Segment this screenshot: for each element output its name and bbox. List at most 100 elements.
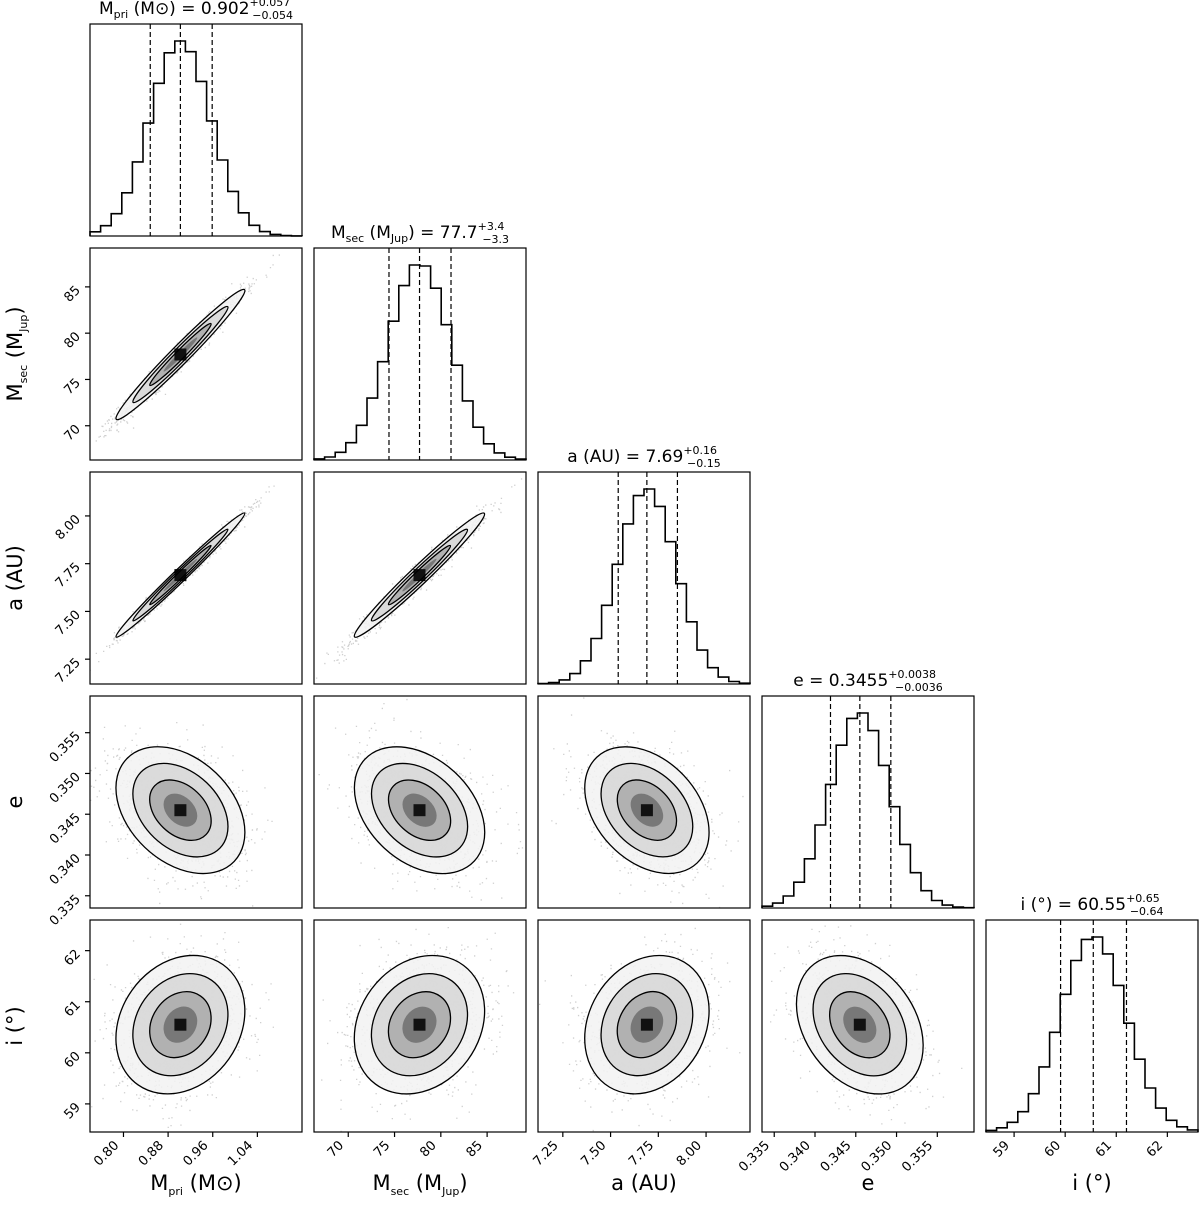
panel-content-4-0 <box>91 923 274 1128</box>
x-axis-label-mpri-part: (M⊙) <box>183 1171 242 1195</box>
y-tick-label-msec-2: 80 <box>62 329 84 351</box>
y-axis-label-a-part: a (AU) <box>3 545 27 611</box>
panel-title-mpri-part: +0.057 <box>250 0 291 9</box>
scatter-panel-a-e <box>537 695 751 909</box>
contour-0-msec-i <box>353 954 486 1095</box>
scatter-panel-mpri-msec <box>89 247 303 461</box>
contour-0-mpri-msec <box>115 288 246 421</box>
panel-title-msec-part: M <box>331 223 346 243</box>
y-axis-i: 59 60 61 62 i (°) <box>3 947 90 1122</box>
density-peak-msec-i <box>413 1018 426 1031</box>
x-tick-label-i-1: 60 <box>1042 1138 1064 1160</box>
axes-frame-msec-msec <box>313 247 527 461</box>
y-axis-label-i: i (°) <box>3 1006 27 1045</box>
contour-1-a-i <box>600 972 694 1077</box>
axes-frame-msec-a <box>313 471 527 685</box>
contour-2-mpri-msec <box>149 322 212 387</box>
x-axis-label-msec-part: ) <box>459 1171 467 1195</box>
hist-panel-a: a (AU) = 7.69+0.16 −0.15 <box>537 444 751 685</box>
contour-0-mpri-i <box>115 954 246 1095</box>
x-tick-label-a-3: 8.00 <box>674 1138 705 1169</box>
x-axis-label-mpri-part: pri <box>168 1185 183 1198</box>
panel-title-a: a (AU) = 7.69+0.16 −0.15 <box>567 444 721 470</box>
x-axis-label-msec-part: M <box>372 1171 390 1195</box>
y-tick-label-e-0-part: 0.335 <box>47 892 84 929</box>
y-tick-label-msec-2-part: 80 <box>62 329 84 351</box>
hist-panel-i: i (°) = 60.55+0.65 −0.64 <box>985 892 1199 1133</box>
panel-title-a-part: a (AU) = 7.69 <box>567 447 683 467</box>
y-axis-label-e-part: e <box>3 796 27 809</box>
x-tick-label-a-3-part: 8.00 <box>674 1138 705 1169</box>
x-tick-label-e-0-part: 0.335 <box>736 1138 773 1175</box>
y-tick-label-i-0: 59 <box>62 1100 84 1122</box>
x-tick-label-a-1-part: 7.50 <box>578 1138 609 1169</box>
axes-frame-mpri-a <box>89 471 303 685</box>
x-tick-label-e-4: 0.355 <box>899 1138 936 1175</box>
x-tick-label-i-3-part: 62 <box>1144 1138 1166 1160</box>
y-tick-label-i-3-part: 62 <box>61 947 83 969</box>
y-tick-label-e-3: 0.350 <box>47 770 84 807</box>
contour-1-mpri-msec <box>132 305 229 404</box>
panel-title-msec-part: (M <box>364 223 391 243</box>
x-tick-label-e-0: 0.335 <box>736 1138 773 1175</box>
x-tick-label-mpri-2: 0.96 <box>180 1138 211 1169</box>
y-axis-label-msec-part: M <box>3 383 27 401</box>
x-tick-label-mpri-3-part: 1.04 <box>225 1138 256 1169</box>
axes-frame-msec-i <box>313 919 527 1133</box>
x-tick-label-i-1-part: 60 <box>1042 1138 1064 1160</box>
y-axis-msec: 70 75 80 85 Msec (MJup) <box>3 283 90 444</box>
scatter-panel-msec-a <box>313 471 527 685</box>
density-peak-a-i <box>640 1018 653 1031</box>
panel-title-i-part: i (°) = 60.55 <box>1020 895 1126 915</box>
axes-frame-a-i <box>537 919 751 1133</box>
hist-panel-e: e = 0.3455+0.0038 −0.0036 <box>761 668 975 909</box>
contour-1-a-e <box>600 762 694 858</box>
panel-title-mpri-part: (M⊙) = 0.902 <box>128 0 249 19</box>
axes-frame-a-a <box>537 471 751 685</box>
x-axis-label-msec-part: Jup <box>441 1185 459 1198</box>
contour-1-msec-a <box>370 528 469 622</box>
y-axis-label-msec-part: (M <box>3 332 27 365</box>
x-tick-label-a-1: 7.50 <box>578 1138 609 1169</box>
panel-title-msec-part: ) = 77.7 <box>408 223 478 243</box>
histogram-a <box>537 488 751 685</box>
y-axis-label-a: a (AU) <box>3 545 27 611</box>
panel-title-mpri-part: −0.054 <box>252 9 293 22</box>
x-axis-label-e-part: e <box>862 1171 875 1195</box>
y-axis-label-e: e <box>3 796 27 809</box>
contour-1-msec-e <box>370 762 469 858</box>
hist-panel-msec: Msec (MJup) = 77.7+3.4 −3.3 <box>313 220 527 461</box>
axes-frame-e-e <box>761 695 975 909</box>
panel-content-2-1 <box>316 478 523 679</box>
contour-2-mpri-i <box>149 991 212 1059</box>
y-tick-label-i-2: 61 <box>62 998 84 1020</box>
panel-title-msec-part: +3.4 <box>478 220 505 233</box>
density-peak-e-i <box>853 1018 866 1031</box>
x-tick-label-a-2-part: 7.75 <box>626 1138 657 1169</box>
x-tick-label-msec-1-part: 75 <box>371 1138 393 1160</box>
x-axis-label-i-part: i (°) <box>1072 1171 1111 1195</box>
axes-frame-mpri-e <box>89 695 303 909</box>
x-axis-a: 7.25 7.50 7.75 8.00a (AU) <box>531 1132 707 1195</box>
contour-2-a-e <box>616 779 678 841</box>
x-tick-label-msec-0: 70 <box>325 1138 347 1160</box>
contour-0-a-i <box>584 954 710 1095</box>
x-axis-label-i: i (°) <box>1072 1171 1111 1195</box>
panel-title-msec: Msec (MJup) = 77.7+3.4 −3.3 <box>331 220 509 246</box>
y-tick-label-msec-0: 70 <box>62 422 84 444</box>
y-axis-label-msec-part: sec <box>17 365 30 384</box>
x-axis-label-mpri: Mpri (M⊙) <box>150 1171 241 1198</box>
contour-0-a-e <box>584 746 710 875</box>
y-tick-label-i-0-part: 59 <box>62 1100 84 1122</box>
y-tick-label-e-1: 0.340 <box>47 851 84 888</box>
contour-1-mpri-e <box>132 762 229 858</box>
contour-0-e-i <box>795 954 924 1095</box>
x-tick-label-mpri-2-part: 0.96 <box>180 1138 211 1169</box>
y-axis-label-msec: Msec (MJup) <box>3 306 30 401</box>
x-tick-label-mpri-0-part: 0.80 <box>91 1138 122 1169</box>
panel-content-3-2 <box>551 697 744 908</box>
panel-title-mpri-part: M <box>99 0 114 19</box>
y-tick-label-e-4: 0.355 <box>47 729 84 766</box>
density-peak-mpri-msec <box>174 348 187 361</box>
